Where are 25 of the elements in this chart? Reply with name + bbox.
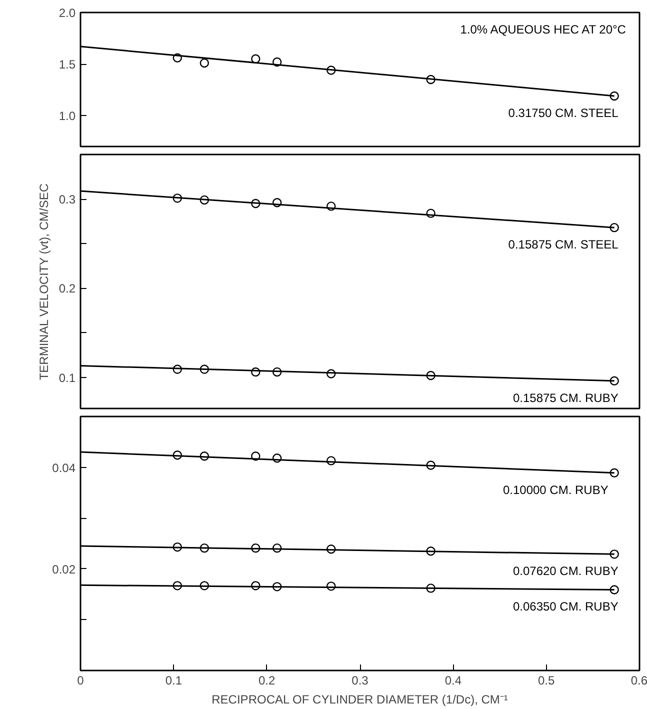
y-tick-label: 1.5: [58, 58, 76, 72]
series-label: 0.15875 CM. RUBY: [512, 390, 618, 405]
y-tick-label: 0.3: [58, 192, 76, 207]
point: [200, 58, 210, 68]
series-label: 0.06350 CM. RUBY: [512, 600, 618, 614]
y-tick-label: 0.1: [58, 370, 76, 385]
series-label: 0.15875 CM. STEEL: [508, 238, 619, 252]
y-tick-label: 1.0: [58, 109, 76, 124]
series-label: 0.10000 CM. RUBY: [502, 482, 608, 497]
annotation: 1.0% AQUEOUS HEC AT 20°C: [460, 22, 626, 36]
x-tick-label: 0: [77, 674, 84, 688]
x-tick-label: 0.4: [444, 674, 462, 688]
series-label: 0.07620 CM. RUBY: [512, 564, 618, 578]
y-tick-label: 0.02: [52, 562, 76, 576]
x-axis-title: RECIPROCAL OF CYLINDER DIAMETER (1/Dc), CM⁻¹: [212, 692, 508, 706]
y-tick-label: 0.2: [58, 282, 76, 296]
y-tick-label: 2.0: [58, 6, 76, 20]
x-tick-label: 0.6: [630, 674, 647, 688]
x-tick-label: 0.2: [258, 674, 276, 688]
y-tick-label: 0.04: [52, 460, 76, 475]
series-label: 0.31750 CM. STEEL: [508, 106, 619, 120]
x-tick-label: 0.1: [165, 674, 182, 688]
x-tick-label: 0.3: [352, 674, 369, 688]
y-axis-title: TERMINAL VELOCITY (vt), CM/SEC: [36, 183, 51, 380]
x-tick-label: 0.5: [538, 674, 555, 688]
